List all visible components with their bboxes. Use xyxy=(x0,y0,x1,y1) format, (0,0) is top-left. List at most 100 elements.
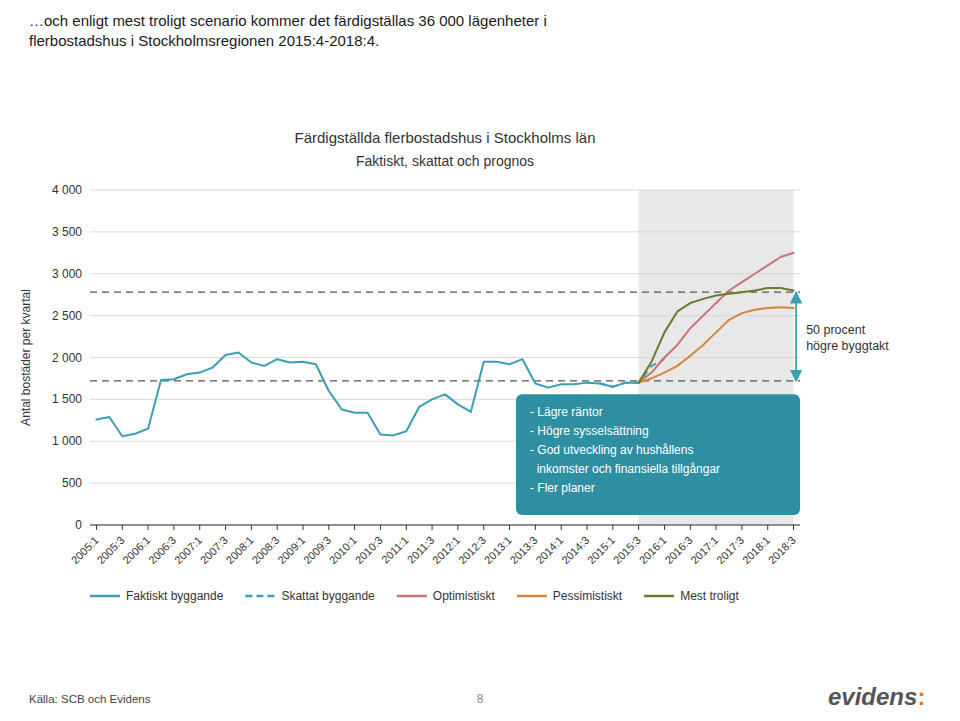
x-tick-label: 2007:1 xyxy=(172,534,204,566)
y-tick-label: 1 500 xyxy=(52,392,82,406)
x-tick-label: 2016:1 xyxy=(637,534,669,566)
x-tick-label: 2013:3 xyxy=(507,534,539,566)
x-tick-label: 2010:3 xyxy=(353,534,385,566)
text-line: …och enligt mest troligt scenario kommer… xyxy=(29,12,547,29)
x-tick xyxy=(483,525,484,530)
grid-line xyxy=(90,525,800,526)
x-tick xyxy=(457,525,458,530)
x-tick-label: 2015:1 xyxy=(585,534,617,566)
legend-label: Skattat byggande xyxy=(281,589,375,603)
series-line xyxy=(587,359,664,387)
text-line: flerbostadshus i Stockholmsregionen 2015… xyxy=(29,32,379,49)
annotation-box xyxy=(516,394,800,515)
x-tick-label: 2009:1 xyxy=(275,534,307,566)
x-tick-label: 2011:3 xyxy=(405,534,437,566)
y-tick-label: 0 xyxy=(75,518,82,532)
x-tick xyxy=(716,525,717,530)
legend-label: Mest troligt xyxy=(680,589,739,603)
x-tick xyxy=(406,525,407,530)
y-tick-label: 1 000 xyxy=(52,434,82,448)
x-tick-label: 2012:3 xyxy=(456,534,488,566)
x-tick-label: 2016:3 xyxy=(662,534,694,566)
x-tick xyxy=(225,525,226,530)
x-tick xyxy=(199,525,200,530)
arrow xyxy=(795,292,797,381)
x-tick-label: 2008:1 xyxy=(223,534,255,566)
legend-swatch xyxy=(517,595,547,598)
reference-line xyxy=(90,380,800,381)
logo-word: evidens xyxy=(828,683,917,710)
x-tick-label: 2017:3 xyxy=(714,534,746,566)
x-tick xyxy=(741,525,742,530)
x-tick xyxy=(96,525,97,530)
y-tick-label: 4 000 xyxy=(52,183,82,197)
reference-line xyxy=(90,292,800,293)
grid-line xyxy=(90,273,800,274)
x-tick-label: 2008:3 xyxy=(249,534,281,566)
y-axis-label: Antal bostäder per kvartal xyxy=(19,289,33,426)
x-axis-line xyxy=(90,525,800,526)
legend-label: Optimistiskt xyxy=(433,589,496,603)
x-tick xyxy=(509,525,510,530)
x-tick xyxy=(535,525,536,530)
x-tick xyxy=(793,525,794,530)
grid-line xyxy=(90,231,800,232)
x-tick xyxy=(432,525,433,530)
legend-label: Faktiskt byggande xyxy=(126,589,224,603)
x-tick xyxy=(328,525,329,530)
source: Källa: SCB och Evidens xyxy=(29,693,151,705)
x-tick-label: 2013:1 xyxy=(482,534,514,566)
grid-line xyxy=(90,190,800,191)
x-tick xyxy=(561,525,562,530)
x-tick xyxy=(251,525,252,530)
x-tick-label: 2005:3 xyxy=(94,534,126,566)
grid-line xyxy=(90,357,800,358)
x-tick-label: 2007:3 xyxy=(198,534,230,566)
header: …och enligt mest troligt scenario kommer… xyxy=(29,12,547,49)
y-tick-label: 2 500 xyxy=(52,309,82,323)
x-tick-label: 2014:3 xyxy=(559,534,591,566)
x-tick-label: 2010:1 xyxy=(327,534,359,566)
x-tick-label: 2005:1 xyxy=(69,534,101,566)
x-tick xyxy=(354,525,355,530)
legend-label: Pessimistiskt xyxy=(553,589,623,603)
text-line: - Lägre räntor xyxy=(530,405,603,419)
x-tick xyxy=(148,525,149,530)
x-tick-label: 2006:3 xyxy=(146,534,178,566)
legend-swatch xyxy=(644,595,674,598)
x-tick xyxy=(122,525,123,530)
arrow-label: 50 procent högre byggtakt xyxy=(806,323,889,353)
x-tick xyxy=(587,525,588,530)
text-line: - God utveckling av hushållens xyxy=(530,443,693,457)
legend: Faktiskt byggande Skattat byggande Optimis… xyxy=(90,589,740,603)
x-tick-label: 2017:1 xyxy=(688,534,720,566)
text-line: - Fler planer xyxy=(530,481,595,495)
x-tick-label: 2014:1 xyxy=(533,534,565,566)
x-tick xyxy=(638,525,639,530)
series-line xyxy=(639,288,794,383)
legend-swatch xyxy=(245,595,275,598)
background xyxy=(0,0,960,721)
text-line: högre byggtakt xyxy=(806,339,889,353)
series-line xyxy=(639,307,794,382)
x-tick xyxy=(277,525,278,530)
title: Färdigställda flerbostadshus i Stockholm… xyxy=(295,129,596,146)
annotation: - Lägre räntor - Högre sysselsättning - Go… xyxy=(530,405,720,495)
grid-line xyxy=(90,315,800,316)
x-tick xyxy=(380,525,381,530)
x-tick-label: 2011:1 xyxy=(379,534,411,566)
series-line xyxy=(639,253,794,383)
x-tick xyxy=(767,525,768,530)
y-tick-label: 2 000 xyxy=(52,351,82,365)
text-line: 50 procent xyxy=(806,323,866,337)
page-number: 8 xyxy=(477,692,484,706)
y-tick-label: 3 000 xyxy=(52,267,82,281)
x-tick-label: 2009:3 xyxy=(301,534,333,566)
x-tick-label: 2006:1 xyxy=(120,534,152,566)
legend-swatch xyxy=(397,595,427,598)
text-line: - Högre sysselsättning xyxy=(530,424,649,438)
y-tick-label: 3 500 xyxy=(52,225,82,239)
text-line: inkomster och finansiella tillgångar xyxy=(530,462,720,476)
x-tick xyxy=(303,525,304,530)
y-tick-label: 500 xyxy=(62,476,82,490)
